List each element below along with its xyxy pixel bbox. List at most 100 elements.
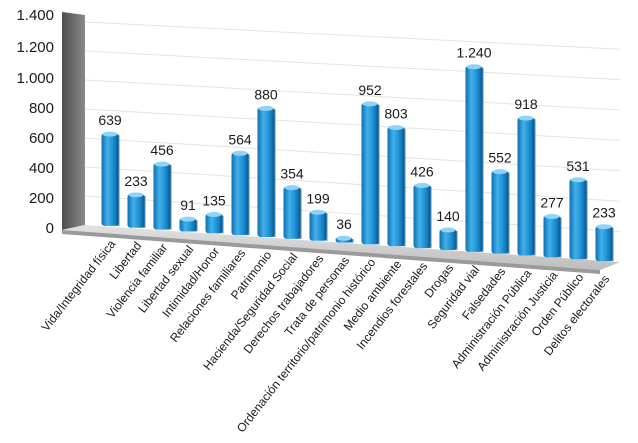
bar-top [596,224,612,230]
value-label: 552 [488,150,512,166]
bar-side [480,67,484,252]
bar [387,126,405,247]
value-label: 135 [202,193,226,209]
value-label: 277 [540,195,564,211]
bar [153,163,171,230]
bar [231,152,249,236]
value-label: 952 [358,82,382,98]
bar [413,184,431,249]
bar-side [142,195,146,228]
bar-side [194,220,198,232]
value-label: 91 [180,197,196,213]
bar-side [376,104,380,245]
bar [491,170,509,254]
bar [127,193,145,228]
grid-line [84,21,621,50]
bar-top [336,235,352,241]
bar-top [102,131,118,137]
bar [517,117,535,256]
bar-top [154,161,170,167]
bar-side [220,215,224,234]
bar-side [428,186,432,249]
bar-top [414,182,430,188]
bar-side [116,135,120,226]
y-axis: 0 200 400 600 800 1.000 1.200 1.400 [16,7,54,237]
bar-top [440,227,456,233]
bar-side [584,180,588,260]
bar-top [388,125,404,131]
grid-line [84,50,621,81]
bar-top [518,115,534,121]
value-label: 199 [306,190,330,206]
bar [595,225,613,262]
value-label: 918 [514,96,538,112]
bar-top [206,212,222,218]
bar [465,65,483,252]
y-tick-label: 800 [29,100,54,117]
bar-top [180,216,196,222]
y-tick-label: 0 [46,220,54,237]
grid-line [84,79,621,111]
bar-side [272,109,276,238]
value-label: 233 [124,173,148,189]
bar-side [610,227,614,262]
bar-top [258,105,274,111]
value-label: 36 [336,216,352,232]
side-wall [62,12,85,230]
y-tick-label: 1.000 [16,70,54,87]
value-label: 456 [150,142,174,158]
value-label: 803 [384,106,408,122]
value-label: 1.240 [456,45,491,61]
bars [101,64,614,262]
value-label: 639 [98,112,122,128]
grid-lines [84,21,621,233]
bar [361,102,379,245]
bar-top [232,150,248,156]
bar [205,213,223,234]
bar-side [298,188,302,239]
bar-side [168,165,172,230]
value-label: 140 [436,208,460,224]
floor [62,225,620,270]
bar [569,178,587,260]
value-label: 564 [228,131,252,147]
y-tick-label: 1.400 [16,7,54,24]
y-tick-label: 1.200 [16,39,54,56]
bar-side [558,217,562,258]
bar [309,211,327,241]
value-label: 354 [280,166,304,182]
bar-side [402,128,406,247]
value-label: 880 [254,86,278,102]
plot-frame [62,12,620,274]
bar [257,107,275,238]
bar [439,229,457,250]
grid-line [84,108,621,141]
bar-top [310,209,326,215]
x-tick-label: Vida/Integridad física [38,237,118,334]
bar-top [128,192,144,198]
bar-top [492,169,508,175]
bar [179,218,197,232]
bar-side [324,213,328,241]
bar-top [570,177,586,183]
bar-top [284,185,300,191]
bar-top [544,214,560,220]
value-label: 233 [592,205,616,221]
y-tick-label: 200 [29,190,54,207]
floor-edge [62,230,600,274]
bar-top [362,101,378,107]
y-tick-label: 600 [29,130,54,147]
bar-side [350,239,354,243]
bar [543,215,561,258]
bar [283,186,301,239]
bar-side [506,172,510,254]
value-label: 531 [566,158,590,174]
bar-side [246,154,250,236]
y-tick-label: 400 [29,160,54,177]
bar-side [454,231,458,250]
value-label: 426 [410,163,434,179]
bar-top [466,64,482,70]
bar [101,133,119,226]
